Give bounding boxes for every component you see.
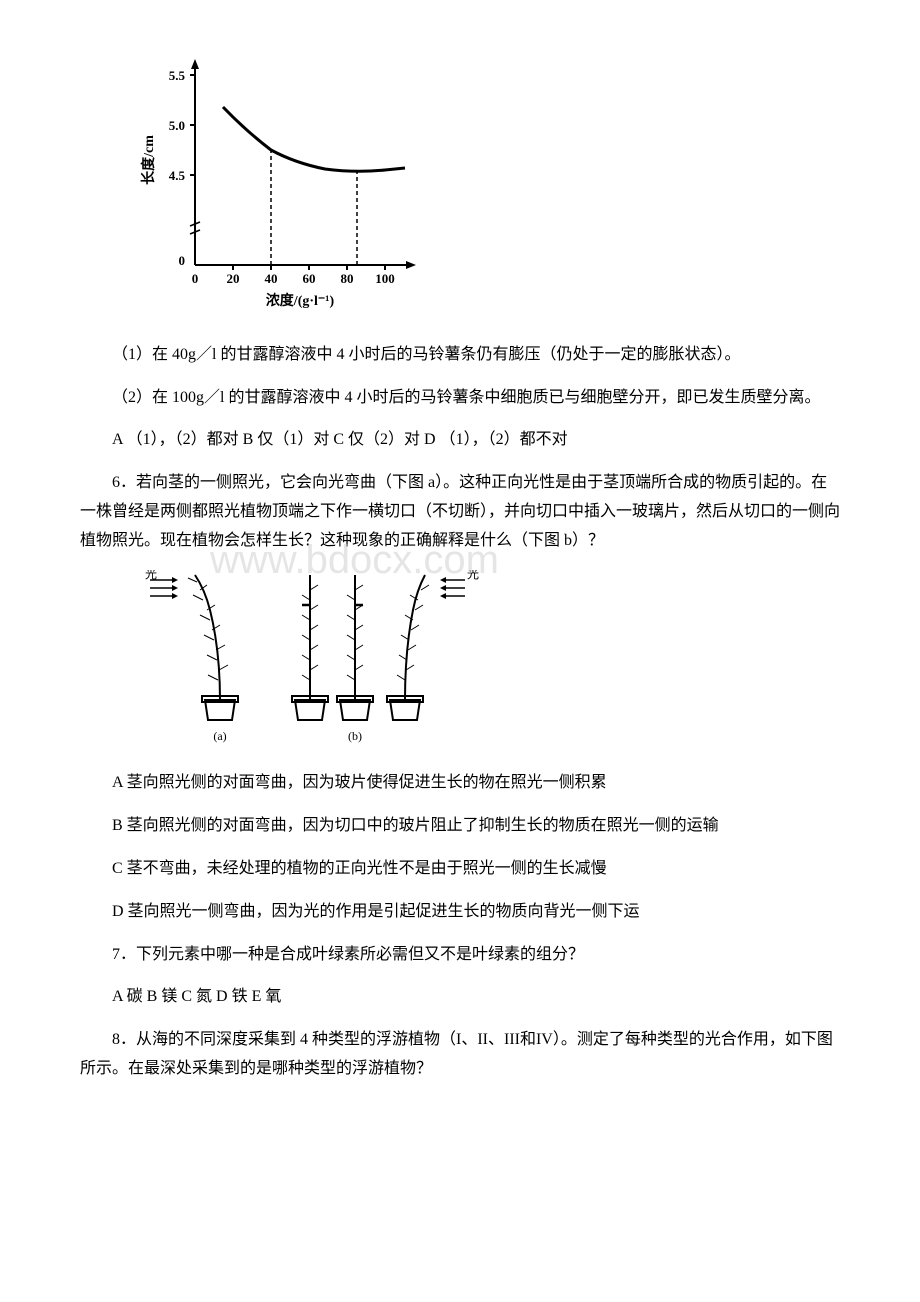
- svg-text:(b): (b): [348, 729, 362, 743]
- q7-text: 7．下列元素中哪一种是合成叶绿素所必需但又不是叶绿素的组分？: [80, 941, 840, 970]
- q6-option-d: D 茎向照光一侧弯曲，因为光的作用是引起促进生长的物质向背光一侧下运: [80, 898, 840, 927]
- q5-options: A （1），（2）都对 B 仅（1）对 C 仅（2）对 D （1），（2）都不对: [80, 426, 840, 455]
- svg-text:40: 40: [265, 271, 278, 286]
- q6-text: 6．若向茎的一侧照光，它会向光弯曲（下图 a）。这种正向光性是由于茎顶端所合成的…: [80, 469, 840, 555]
- svg-text:0: 0: [192, 271, 199, 286]
- svg-text:5.5: 5.5: [169, 68, 186, 83]
- q7-options: A 碳 B 镁 C 氮 D 铁 E 氧: [80, 983, 840, 1012]
- svg-text:100: 100: [375, 271, 395, 286]
- svg-text:60: 60: [303, 271, 316, 286]
- svg-text:80: 80: [341, 271, 354, 286]
- plant-diagram: 光 (a): [140, 570, 840, 756]
- svg-text:(a): (a): [213, 729, 226, 743]
- svg-text:长度/cm: 长度/cm: [140, 135, 157, 185]
- q6-option-b: B 茎向照光侧的对面弯曲，因为切口中的玻片阻止了抑制生长的物质在照光一侧的运输: [80, 812, 840, 841]
- svg-text:20: 20: [227, 271, 240, 286]
- svg-text:0: 0: [179, 253, 186, 268]
- q5-statement-2: （2）在 100g／l 的甘露醇溶液中 4 小时后的马铃薯条中细胞质已与细胞壁分…: [80, 384, 840, 413]
- svg-text:4.5: 4.5: [169, 168, 186, 183]
- svg-text:浓度/(g·l⁻¹): 浓度/(g·l⁻¹): [266, 292, 335, 309]
- svg-text:光: 光: [145, 570, 157, 581]
- q5-statement-1: （1）在 40g／l 的甘露醇溶液中 4 小时后的马铃薯条仍有膨压（仍处于一定的…: [80, 341, 840, 370]
- svg-text:光: 光: [467, 570, 479, 581]
- chart-concentration-length: 5.5 5.0 4.5 0 0 20 40 60 80 100: [140, 50, 840, 321]
- q6-option-c: C 茎不弯曲，未经处理的植物的正向光性不是由于照光一侧的生长减慢: [80, 855, 840, 884]
- svg-text:5.0: 5.0: [169, 118, 185, 133]
- q6-option-a: A 茎向照光侧的对面弯曲，因为玻片使得促进生长的物在照光一侧积累: [80, 769, 840, 798]
- q8-text: 8．从海的不同深度采集到 4 种类型的浮游植物（I、II、III和IV）。测定了…: [80, 1026, 840, 1084]
